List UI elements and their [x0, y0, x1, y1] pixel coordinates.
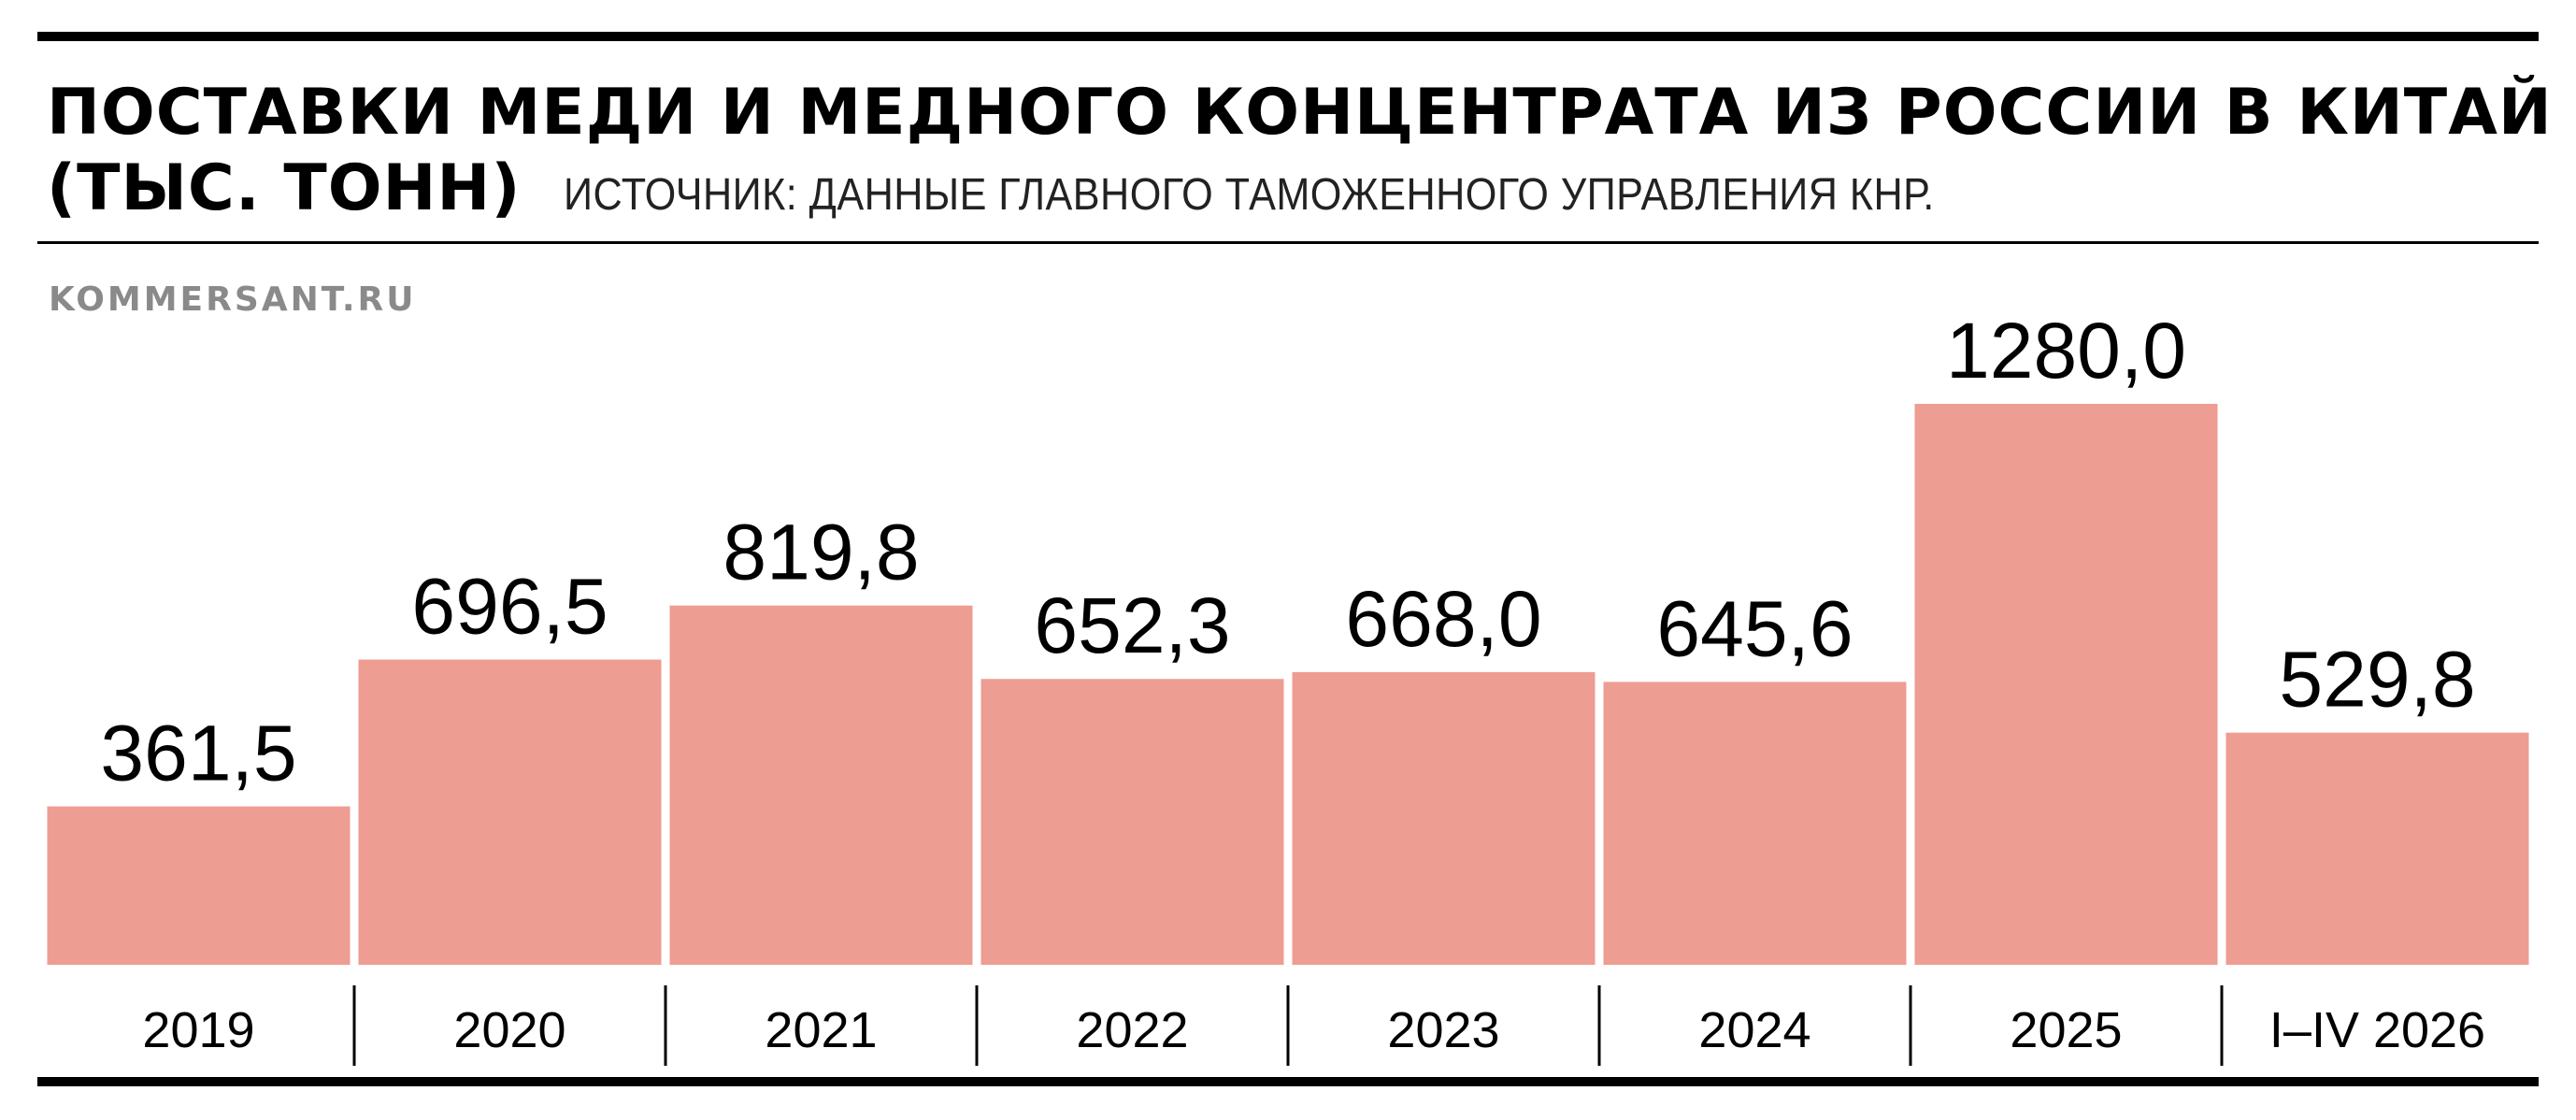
- category-label: 2019: [142, 1002, 254, 1058]
- value-label: 696,5: [411, 563, 608, 651]
- bar-I–IV 2026: [2225, 732, 2529, 965]
- bar-2021: [669, 605, 973, 965]
- bar-2022: [980, 679, 1284, 965]
- unit-label: (ТЫС. ТОНН): [47, 151, 522, 225]
- bar-2025: [1914, 404, 2218, 965]
- bar-2020: [358, 659, 662, 965]
- value-label: 668,0: [1345, 575, 1541, 663]
- bottom-rule: [37, 1077, 2539, 1086]
- value-label: 1280,0: [1946, 307, 2186, 395]
- bar-2019: [47, 806, 351, 965]
- bar-2023: [1292, 671, 1596, 965]
- brand-label: KOMMERSANT.RU: [49, 280, 417, 319]
- bar-2024: [1603, 682, 1907, 965]
- header-divider: [37, 241, 2539, 244]
- category-label: 2025: [2010, 1002, 2122, 1058]
- category-label: 2024: [1698, 1002, 1810, 1058]
- value-label: 645,6: [1656, 584, 1853, 672]
- value-label: 361,5: [100, 710, 296, 797]
- category-separators: [352, 985, 2224, 1066]
- value-label: 529,8: [2279, 636, 2475, 724]
- category-label: I–IV 2026: [2269, 1002, 2485, 1058]
- source-note: ИСТОЧНИК: ДАННЫЕ ГЛАВНОГО ТАМОЖЕННОГО УП…: [564, 170, 1936, 220]
- top-rule: [37, 32, 2539, 41]
- value-label: 819,8: [723, 509, 919, 596]
- title-line-2: (ТЫС. ТОНН) ИСТОЧНИК: ДАННЫЕ ГЛАВНОГО ТАМ…: [47, 151, 2087, 225]
- category-label: 2020: [453, 1002, 565, 1058]
- value-label: 652,3: [1034, 582, 1230, 669]
- bars-group: [47, 404, 2529, 965]
- category-label: 2021: [765, 1002, 877, 1058]
- category-label: 2022: [1076, 1002, 1188, 1058]
- category-label: 2023: [1387, 1002, 1499, 1058]
- labels-group: 361,5 2019 696,5 2020 819,8 2021 652,3 2022 668,…: [100, 307, 2485, 1058]
- chart-title: ПОСТАВКИ МЕДИ И МЕДНОГО КОНЦЕНТРАТА ИЗ Р…: [47, 76, 2553, 150]
